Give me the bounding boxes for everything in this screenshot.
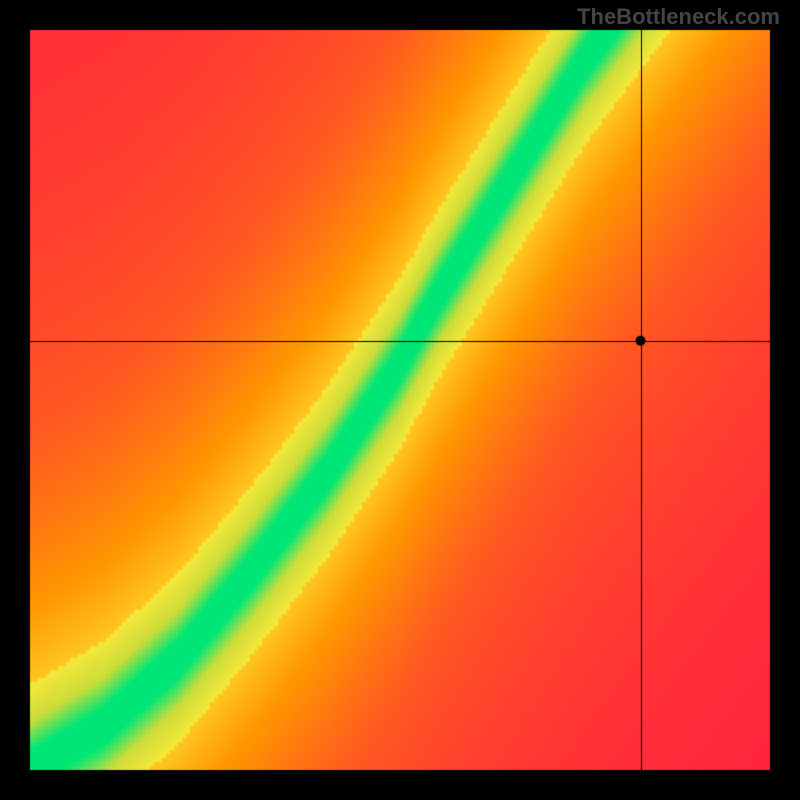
chart-container: TheBottleneck.com <box>0 0 800 800</box>
bottleneck-heatmap <box>0 0 800 800</box>
watermark-text: TheBottleneck.com <box>577 4 780 30</box>
